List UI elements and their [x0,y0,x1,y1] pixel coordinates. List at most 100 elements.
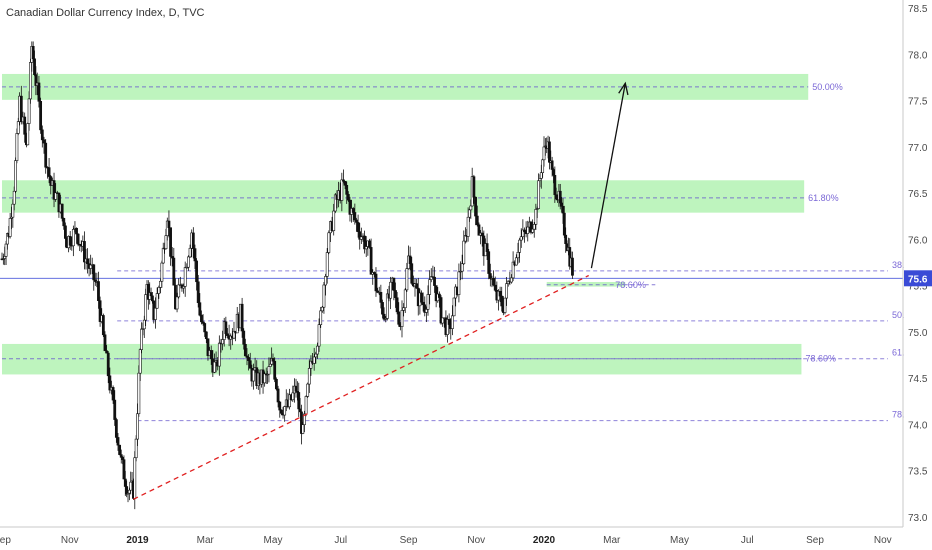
candle-body [541,159,545,173]
candle-body [114,419,118,438]
candle-body [226,333,229,336]
candle-body [379,291,383,303]
candle-body [376,290,380,293]
candle-body [203,323,207,333]
candle-body [137,372,141,415]
candle-body [562,212,566,236]
candle-body [165,220,169,236]
candle-body [263,373,267,384]
trendline [133,274,590,500]
candle-body [429,276,433,280]
candle-body [518,239,522,253]
candle-body [175,296,179,310]
candle-body [133,457,137,499]
candle-body [14,160,17,192]
candle-body [111,387,115,401]
fib-level-label: 78. [892,410,905,420]
candle-body [322,284,326,308]
candle-body [101,315,105,336]
candle-body [142,319,146,330]
candle-body [519,236,523,241]
candle-body [342,179,345,182]
candle-body [485,243,489,252]
candle-body [113,399,117,420]
candle-body [93,279,97,282]
candle-body [301,424,305,434]
x-tick-label: Sep [806,535,824,546]
candle-body [385,293,389,319]
candle-body [60,203,64,219]
candle-body [297,392,301,410]
candle-body [469,205,473,211]
candle-body [108,375,112,391]
y-tick-label: 78.0 [908,50,928,61]
candle-body [408,255,412,264]
candle-body [27,98,31,124]
candle-body [71,229,75,247]
candle-body [278,401,282,411]
x-tick-label: Jul [334,535,347,546]
candle-body [423,304,427,313]
fib-level-label: 61. [892,348,905,358]
candle-body [306,383,310,397]
candle-body [155,293,159,309]
candle-body [92,264,96,281]
candle-body [116,437,120,446]
candle-body [247,357,251,361]
candle-body [397,311,401,325]
x-tick-label: Mar [197,535,215,546]
candle-body [240,303,244,332]
candle-body [460,263,464,272]
candle-body [457,271,461,295]
candle-body [381,302,384,315]
candle-body [327,232,331,253]
candle-body [283,406,287,416]
candle-body [44,142,48,168]
candle-body [191,232,195,249]
candle-body [394,290,397,299]
candle-body [129,481,133,491]
candle-body [317,324,321,347]
candle-body [288,394,291,408]
candle-body [172,257,176,286]
candle-body [462,240,466,265]
candle-body [534,209,538,225]
candle-body [529,221,533,233]
candle-body [245,355,249,358]
candle-body [304,396,308,415]
x-tick-label: May [670,535,689,546]
candle-body [537,180,540,209]
candle-body [441,317,445,324]
candle-body [324,276,327,286]
candle-body [75,227,78,235]
candle-body [356,222,360,232]
candle-body [280,409,283,414]
y-tick-label: 77.5 [908,97,928,108]
x-tick-label: 2019 [126,535,149,546]
x-tick-label: Sep [0,535,11,546]
candle-body [437,293,441,298]
candle-body [185,266,189,269]
candle-body [182,286,185,289]
candle-body [553,175,557,196]
candle-body [558,190,562,204]
candle-body [119,454,123,458]
candle-body [206,338,210,357]
x-tick-label: Jul [741,535,754,546]
candle-body [511,261,515,279]
candle-body [475,215,479,226]
candle-body [477,224,481,236]
candle-body [16,121,20,134]
candle-body [561,206,565,214]
candle-body [434,285,438,302]
zone-label: 61.80% [808,193,839,203]
fib-level-label: 38. [892,260,905,270]
candle-body [532,224,536,230]
candle-body [468,209,471,218]
candle-body [103,334,107,352]
candle-body [487,251,491,274]
y-tick-label: 75.5 [908,282,928,293]
candle-body [389,281,393,299]
candle-body [274,378,278,390]
